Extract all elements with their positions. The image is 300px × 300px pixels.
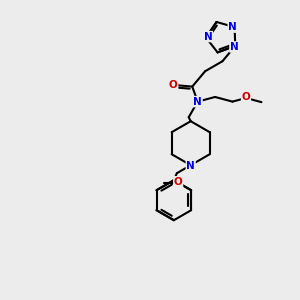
Text: O: O — [174, 177, 183, 187]
Text: N: N — [186, 161, 195, 171]
Text: O: O — [242, 92, 250, 102]
Text: O: O — [169, 80, 178, 90]
Text: N: N — [230, 42, 239, 52]
Text: N: N — [228, 22, 237, 32]
Text: N: N — [193, 97, 202, 106]
Text: N: N — [204, 32, 212, 42]
